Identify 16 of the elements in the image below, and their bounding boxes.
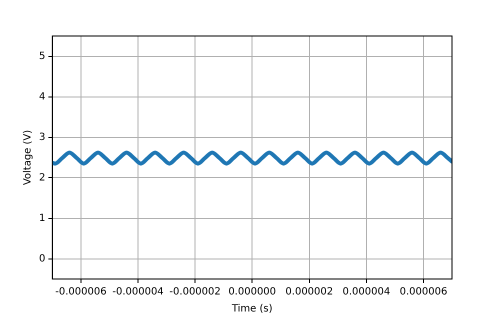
x-axis-title: Time (s) [230, 304, 273, 315]
x-tick-label: 0.000000 [228, 286, 276, 298]
y-axis-title: Voltage (V) [22, 130, 34, 186]
x-tick-label: 0.000002 [285, 286, 334, 298]
y-tick-label: 0 [38, 253, 46, 264]
y-tick-label: 2 [38, 172, 46, 184]
y-tick-label: 3 [38, 132, 46, 143]
line-series [52, 150, 452, 166]
x-tick-label: -0.000006 [55, 286, 107, 298]
x-tick-label: -0.000004 [112, 286, 164, 298]
x-tick-label: 0.000004 [342, 286, 390, 298]
x-tick-label: -0.000002 [169, 286, 221, 298]
y-tick-label: 1 [38, 212, 46, 224]
y-tick-label: 5 [38, 50, 46, 62]
y-tick-label: 4 [38, 91, 46, 102]
x-tick-label: 0.000006 [400, 286, 448, 298]
